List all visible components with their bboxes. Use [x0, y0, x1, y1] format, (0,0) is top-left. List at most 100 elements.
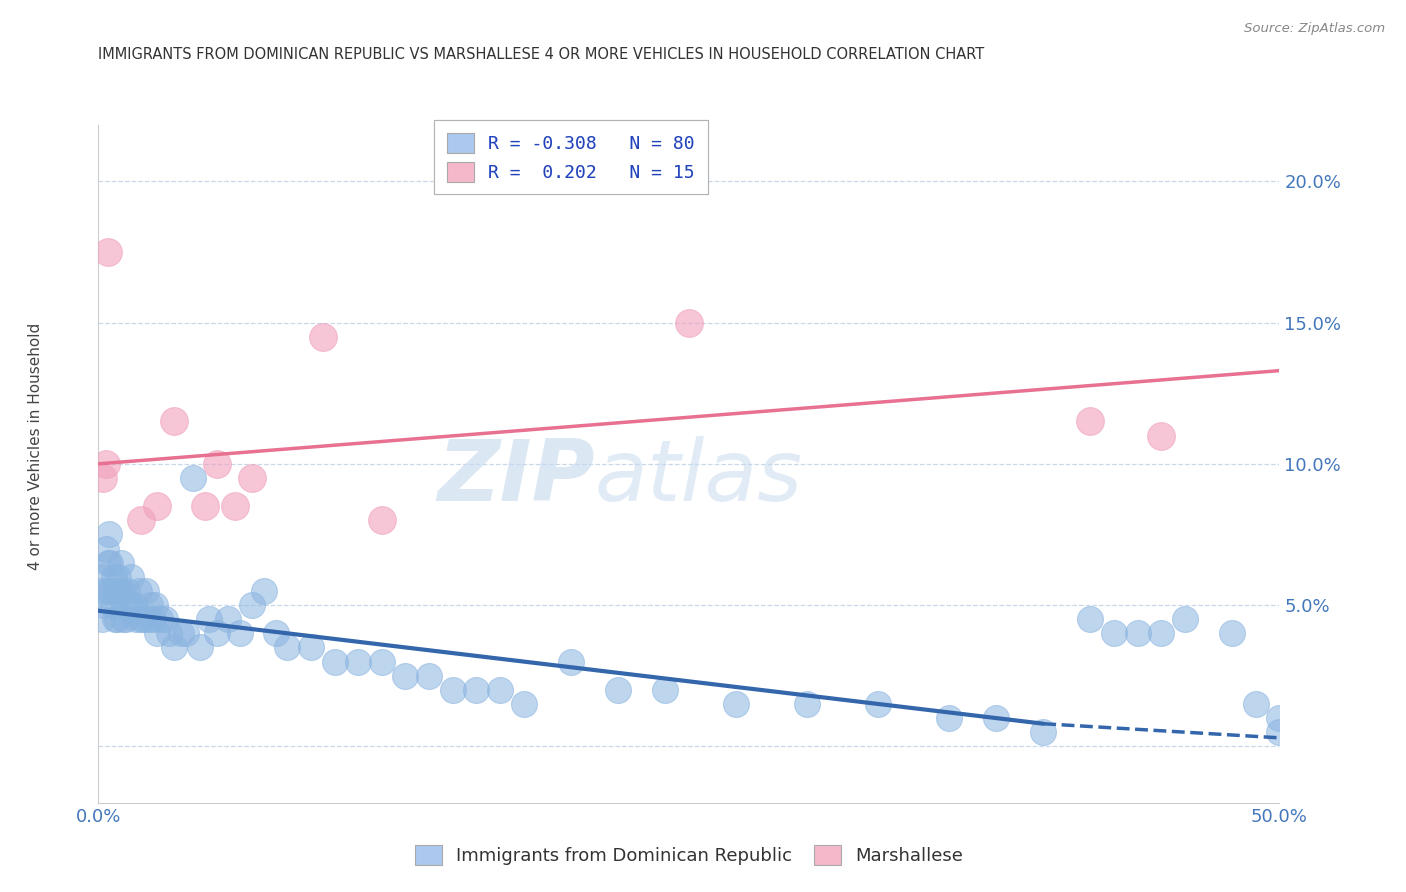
Point: [129, 612, 152, 626]
Point: [149, 612, 172, 626]
Point: [112, 598, 135, 612]
Point: [142, 612, 165, 626]
Point: [1268, 725, 1291, 739]
Point: [725, 697, 748, 711]
Point: [866, 697, 889, 711]
Point: [135, 584, 157, 599]
Point: [94, 541, 117, 556]
Point: [1102, 626, 1125, 640]
Point: [371, 655, 394, 669]
Point: [984, 711, 1007, 725]
Point: [418, 669, 440, 683]
Point: [441, 682, 464, 697]
Point: [1080, 414, 1102, 429]
Point: [163, 640, 186, 655]
Point: [607, 682, 630, 697]
Point: [163, 414, 186, 429]
Point: [1174, 612, 1197, 626]
Point: [105, 584, 128, 599]
Point: [125, 612, 148, 626]
Point: [1244, 697, 1267, 711]
Point: [115, 584, 138, 599]
Point: [107, 570, 129, 584]
Point: [146, 500, 169, 514]
Point: [121, 570, 143, 584]
Point: [91, 612, 114, 626]
Point: [1032, 725, 1054, 739]
Point: [97, 556, 120, 570]
Point: [110, 556, 132, 570]
Point: [91, 471, 114, 485]
Point: [654, 682, 676, 697]
Point: [371, 513, 394, 527]
Point: [91, 570, 114, 584]
Point: [217, 612, 239, 626]
Point: [465, 682, 488, 697]
Point: [174, 626, 197, 640]
Point: [1150, 428, 1173, 442]
Point: [129, 513, 152, 527]
Text: IMMIGRANTS FROM DOMINICAN REPUBLIC VS MARSHALLESE 4 OR MORE VEHICLES IN HOUSEHOL: IMMIGRANTS FROM DOMINICAN REPUBLIC VS MA…: [98, 47, 984, 62]
Point: [108, 584, 131, 599]
Point: [224, 500, 246, 514]
Point: [229, 626, 252, 640]
Point: [205, 626, 228, 640]
Text: ZIP: ZIP: [437, 436, 595, 519]
Point: [347, 655, 370, 669]
Point: [170, 626, 193, 640]
Point: [394, 669, 416, 683]
Point: [122, 598, 145, 612]
Point: [312, 330, 335, 344]
Point: [240, 471, 263, 485]
Point: [90, 584, 112, 599]
Point: [146, 626, 169, 640]
Point: [114, 612, 136, 626]
Point: [105, 612, 128, 626]
Text: atlas: atlas: [595, 436, 803, 519]
Point: [188, 640, 211, 655]
Point: [205, 457, 228, 471]
Text: Source: ZipAtlas.com: Source: ZipAtlas.com: [1244, 22, 1385, 36]
Point: [93, 598, 115, 612]
Point: [157, 626, 180, 640]
Point: [276, 640, 298, 655]
Point: [1220, 626, 1243, 640]
Point: [103, 570, 125, 584]
Point: [94, 457, 117, 471]
Point: [136, 612, 159, 626]
Point: [240, 598, 263, 612]
Point: [128, 584, 150, 599]
Point: [323, 655, 346, 669]
Point: [1150, 626, 1173, 640]
Point: [153, 612, 176, 626]
Legend: R = -0.308   N = 80, R =  0.202   N = 15: R = -0.308 N = 80, R = 0.202 N = 15: [434, 120, 707, 194]
Point: [198, 612, 221, 626]
Point: [299, 640, 322, 655]
Point: [796, 697, 818, 711]
Point: [678, 316, 700, 330]
Point: [132, 612, 155, 626]
Point: [139, 598, 162, 612]
Point: [104, 612, 127, 626]
Point: [98, 556, 121, 570]
Point: [512, 697, 534, 711]
Point: [1126, 626, 1149, 640]
Point: [96, 584, 118, 599]
Point: [98, 527, 121, 541]
Point: [1080, 612, 1102, 626]
Point: [253, 584, 276, 599]
Point: [118, 598, 141, 612]
Point: [264, 626, 287, 640]
Point: [100, 584, 122, 599]
Point: [1268, 711, 1291, 725]
Legend: Immigrants from Dominican Republic, Marshallese: Immigrants from Dominican Republic, Mars…: [405, 836, 973, 874]
Text: 4 or more Vehicles in Household: 4 or more Vehicles in Household: [28, 322, 42, 570]
Point: [489, 682, 512, 697]
Point: [143, 598, 166, 612]
Point: [97, 244, 120, 259]
Point: [560, 655, 582, 669]
Point: [112, 612, 135, 626]
Point: [194, 500, 217, 514]
Point: [101, 598, 124, 612]
Point: [111, 584, 134, 599]
